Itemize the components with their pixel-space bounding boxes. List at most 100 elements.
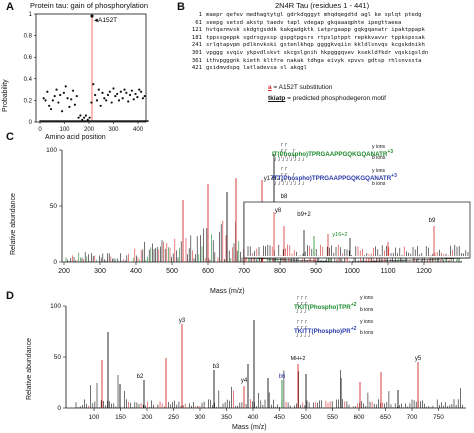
a-data-point bbox=[101, 91, 104, 94]
panel-d-xticks: 100 150 200 250 300 350 400 450 500 550 600 650 700 7… bbox=[89, 408, 444, 421]
d-xtick-label: 150 bbox=[115, 414, 126, 421]
sequence-line: 181 tppssgeppk sgdrsgyssp gspgtpgsrs rtps… bbox=[188, 35, 472, 43]
a-data-point bbox=[97, 88, 100, 91]
a-data-point bbox=[83, 116, 86, 119]
a-ytick-label: 0.2 bbox=[24, 98, 33, 104]
a152t-annotation: A152T bbox=[98, 17, 117, 24]
ladder-marks-d4: ┘┘┘┘ bbox=[296, 334, 313, 340]
a-xtick-label: 100 bbox=[59, 127, 70, 133]
a-xtick-label: 300 bbox=[108, 127, 119, 133]
panel-d-letter: D bbox=[6, 290, 14, 302]
a-data-point bbox=[136, 96, 139, 99]
a-data-point bbox=[132, 98, 135, 101]
a-data-point bbox=[94, 93, 97, 97]
c-xtick-label: 500 bbox=[166, 268, 178, 275]
panel-c-xticks: 200 300 400 500 600 700 800 900 1000 1100 1200 bbox=[58, 262, 432, 275]
sequence-line: 301 vpggg svqiv ykpvdlskvt skcgslgnih hkp… bbox=[188, 50, 472, 58]
d-ytick-label: 0 bbox=[57, 405, 61, 412]
a-data-point bbox=[90, 101, 93, 104]
c-xtick-label: 1000 bbox=[344, 268, 360, 275]
sequence-line-number: 361 bbox=[191, 57, 202, 64]
peptide-green-d: TKIT(Phospho)TPR+2 bbox=[294, 302, 357, 312]
a-data-point bbox=[46, 90, 49, 93]
sequence-residues: seepg setsd akstp taedv tapl vdegap gkqa… bbox=[206, 19, 402, 26]
a-data-point bbox=[68, 105, 71, 108]
a-ytick-label: 0.8 bbox=[24, 34, 33, 40]
a-data-point bbox=[127, 100, 130, 103]
legend-substitution: a = A152T substitution bbox=[268, 84, 333, 91]
a-data-point bbox=[49, 107, 53, 111]
panel-c-ylabel: Relative abundance bbox=[10, 193, 17, 255]
sequence-block: 1 maepr qefev medhagtytgl gdrkdqggyt mhqd… bbox=[188, 12, 472, 73]
panel-c-peak-labels: y17+2 b8 y8 b9+2 y16+2 b9 bbox=[264, 176, 436, 238]
d-ytick-label: 100 bbox=[50, 303, 61, 310]
a-data-point bbox=[121, 97, 124, 100]
d-xtick-label: 300 bbox=[195, 414, 206, 421]
a-data-point bbox=[123, 88, 126, 91]
d-xtick-label: 400 bbox=[248, 414, 259, 421]
a-data-point bbox=[66, 97, 69, 100]
a-ytick-label: 0 bbox=[29, 120, 33, 126]
d-xtick-label: 200 bbox=[142, 414, 153, 421]
c-label-y16: y16+2 bbox=[332, 232, 347, 238]
a-data-point bbox=[110, 101, 113, 104]
panel-c-zoom-inset bbox=[243, 201, 471, 259]
peptide-green-c: IT(Phospho)TPRGAAPPGQKGQANATR+3 bbox=[272, 149, 394, 159]
a-ytick-label: 0.4 bbox=[24, 77, 33, 83]
ladder-marks-d1: ┌┌┌ ┌┌┌ bbox=[296, 294, 309, 306]
peptide-blue-c: ITT(Phospho)TPRGAAPPGQKGQANATR+3 bbox=[272, 173, 397, 183]
sequence-line: 61 seepg setsd akstp taedv tapl vdegap gk… bbox=[188, 20, 472, 28]
a-data-point bbox=[62, 91, 65, 94]
a152t-arrow: ◄ bbox=[93, 18, 99, 24]
sequence-residues: ithvpgggnk kieth kltfre nakak tdhga eivy… bbox=[206, 57, 422, 64]
a-data-point bbox=[128, 93, 132, 97]
d-label-y4: y4 bbox=[241, 378, 248, 384]
a-data-point bbox=[64, 85, 67, 88]
d-xtick-label: 650 bbox=[380, 414, 391, 421]
d-xtick-label: 100 bbox=[89, 414, 100, 421]
c-xtick-label: 600 bbox=[202, 268, 214, 275]
a-zero-point bbox=[147, 120, 149, 122]
sequence-line: 121 hvtqarmvsk skdgtgsddk kakgadgktk iatp… bbox=[188, 27, 472, 35]
ladder-marks-c3: ┌┌ ┌┌ ┌ ┌┌┌┌ bbox=[280, 165, 297, 183]
d-xtick-label: 450 bbox=[274, 414, 285, 421]
a-xtick-label: 0 bbox=[38, 127, 42, 133]
a-ytick-label: 1 bbox=[29, 12, 33, 18]
panel-d-ylabel: Relative abundance bbox=[26, 338, 33, 400]
legend-phosphodegeron: tkiatp = predicted phosphodegeron motif bbox=[268, 95, 386, 102]
a-data-point bbox=[79, 114, 82, 117]
a-data-point bbox=[134, 92, 137, 96]
d-label-y3: y3 bbox=[179, 318, 186, 324]
a-xtick-label: 200 bbox=[84, 127, 95, 133]
panel-a-xlabel: Amino acid position bbox=[45, 134, 106, 141]
zoom-connector-left bbox=[243, 257, 341, 263]
panel-b-title: 2N4R Tau (residues 1 - 441) bbox=[275, 1, 370, 10]
c-xtick-label: 200 bbox=[58, 268, 70, 275]
c-label-b9b: b9 bbox=[429, 218, 436, 224]
sequence-line-number: 181 bbox=[191, 34, 202, 41]
panel-d-yticks: 100 50 0 bbox=[50, 303, 66, 412]
c-label-y17: y17+2 bbox=[264, 176, 281, 182]
panel-a-frame bbox=[35, 13, 147, 123]
a-data-point bbox=[92, 83, 95, 86]
sequence-residues: tppssgeppk sgdrsgyssp gspgtpgsrs rtpslpt… bbox=[206, 34, 425, 41]
panel-d-xlabel: Mass (m/z) bbox=[232, 424, 267, 431]
d-xtick-label: 500 bbox=[301, 414, 312, 421]
a-data-point bbox=[139, 90, 143, 93]
a-data-point bbox=[105, 99, 108, 102]
d-xtick-label: 250 bbox=[168, 414, 179, 421]
panel-a-xticks: 0 100 200 300 400 bbox=[38, 122, 144, 133]
panel-a-points bbox=[39, 14, 149, 122]
sequence-line: 361 ithvpgggnk kieth kltfre nakak tdhga e… bbox=[188, 58, 472, 66]
ladder-marks-d2: ┘┘┘ bbox=[296, 310, 309, 316]
sequence-line-number: 61 bbox=[195, 19, 202, 26]
a-data-point bbox=[130, 89, 133, 92]
a-data-point bbox=[71, 89, 75, 92]
a-data-point bbox=[53, 94, 56, 98]
sequence-residues: gsidmvdspq latladevsa sl akqgl bbox=[206, 65, 308, 72]
a-data-point bbox=[70, 98, 73, 101]
c-ytick-label: 100 bbox=[46, 147, 57, 154]
ladder-marks-c1: ┌┌ ┌┌ ┌ ┌┌┌┌ bbox=[280, 141, 297, 159]
a-data-point bbox=[88, 116, 91, 119]
